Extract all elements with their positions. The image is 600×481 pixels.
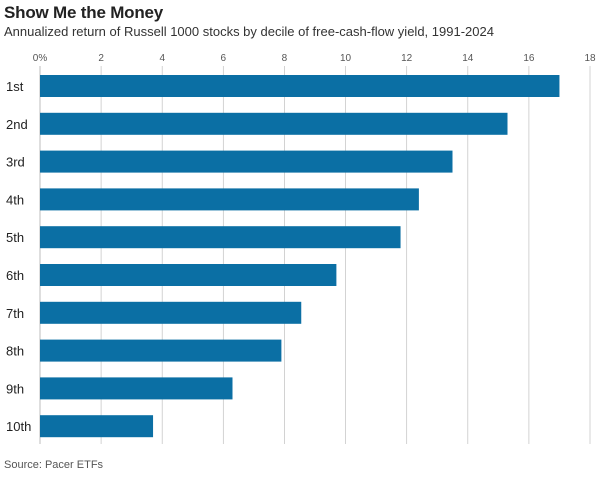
x-tick-label: 2 xyxy=(98,53,104,64)
x-tick-label: 16 xyxy=(523,53,535,64)
x-tick-label: 8 xyxy=(282,53,288,64)
x-tick-label: 4 xyxy=(159,53,165,64)
category-label: 4th xyxy=(6,192,24,207)
bar-9th xyxy=(40,377,233,400)
bar-3rd xyxy=(40,150,453,173)
category-label: 8th xyxy=(6,344,24,359)
x-tick-label: 14 xyxy=(462,53,474,64)
bar-6th xyxy=(40,264,337,286)
category-label: 1st xyxy=(6,79,24,94)
x-tick-label: 12 xyxy=(401,53,413,64)
category-label: 2nd xyxy=(6,117,28,132)
bar-1st xyxy=(40,75,560,97)
bar-4th xyxy=(40,188,419,211)
category-label: 5th xyxy=(6,230,24,245)
category-label: 6th xyxy=(6,268,24,283)
bar-10th xyxy=(40,415,154,438)
x-tick-label: 6 xyxy=(221,53,227,64)
chart-subtitle: Annualized return of Russell 1000 stocks… xyxy=(4,24,494,39)
bars xyxy=(40,75,560,438)
bar-8th xyxy=(40,339,282,362)
bar-2nd xyxy=(40,112,508,135)
category-label: 9th xyxy=(6,381,24,396)
category-labels: 1st 2nd 3rd 4th 5th 6th 7th 8th 9th 10th xyxy=(6,79,31,434)
x-tick-label: 10 xyxy=(340,53,352,64)
category-label: 3rd xyxy=(6,155,25,170)
bar-7th xyxy=(40,301,302,324)
source-note: Source: Pacer ETFs xyxy=(4,459,104,471)
category-label: 7th xyxy=(6,306,24,321)
x-tick-label: 18 xyxy=(584,53,596,64)
x-axis-ticks: 0% 2 4 6 8 10 12 14 16 18 xyxy=(33,53,596,64)
category-label: 10th xyxy=(6,419,31,434)
bar-5th xyxy=(40,226,401,249)
chart-title: Show Me the Money xyxy=(4,3,164,22)
x-tick-label: 0% xyxy=(33,53,48,64)
